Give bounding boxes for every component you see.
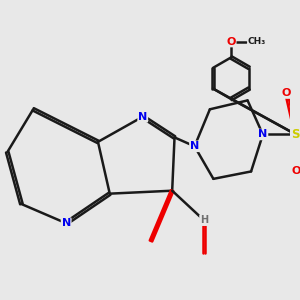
Text: N: N: [138, 112, 147, 122]
Text: O: O: [282, 88, 291, 98]
Text: O: O: [291, 167, 300, 176]
Text: S: S: [292, 128, 300, 141]
Text: CH₃: CH₃: [248, 37, 266, 46]
Text: O: O: [226, 37, 236, 46]
Text: N: N: [190, 141, 199, 151]
Text: N: N: [61, 218, 71, 228]
Text: H: H: [200, 215, 208, 225]
Text: N: N: [258, 130, 268, 140]
